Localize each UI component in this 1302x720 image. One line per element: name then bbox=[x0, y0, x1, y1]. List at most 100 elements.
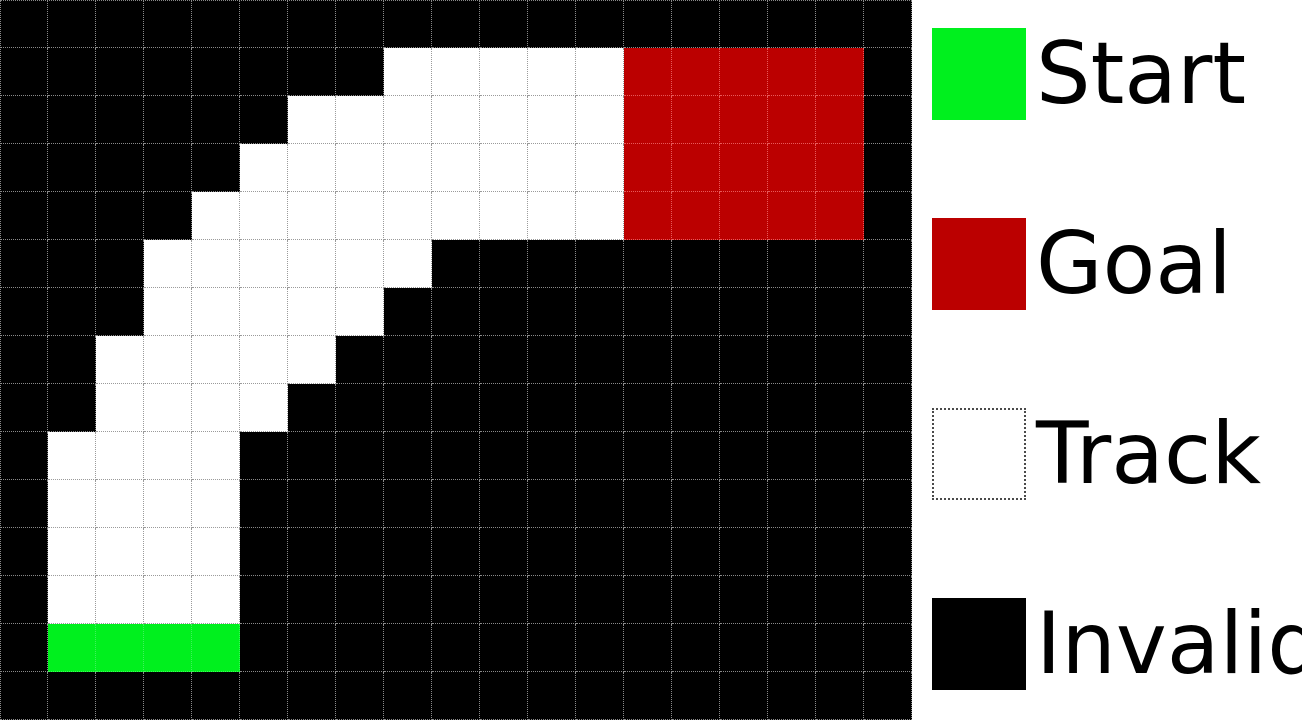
grid-cell-invalid bbox=[432, 240, 480, 288]
grid-cell-invalid bbox=[768, 0, 816, 48]
legend-panel: Start Goal Track Invalid bbox=[912, 0, 1302, 720]
grid-cell-invalid bbox=[672, 240, 720, 288]
grid-cell-track bbox=[528, 144, 576, 192]
grid-cell-track bbox=[144, 240, 192, 288]
grid-cell-invalid bbox=[48, 96, 96, 144]
grid-cell-invalid bbox=[624, 480, 672, 528]
grid-cell-invalid bbox=[672, 0, 720, 48]
grid-cell-goal bbox=[624, 48, 672, 96]
grid-cell-invalid bbox=[240, 432, 288, 480]
grid-cell-track bbox=[240, 144, 288, 192]
grid-cell-invalid bbox=[816, 528, 864, 576]
grid-cell-invalid bbox=[672, 336, 720, 384]
grid-cell-track bbox=[384, 96, 432, 144]
grid-cell-track bbox=[192, 192, 240, 240]
grid-cell-invalid bbox=[672, 432, 720, 480]
grid-cell-invalid bbox=[288, 48, 336, 96]
grid-cell-invalid bbox=[96, 0, 144, 48]
grid-cell-invalid bbox=[768, 672, 816, 720]
grid-cell-invalid bbox=[0, 432, 48, 480]
grid-cell-track bbox=[144, 576, 192, 624]
grid-cell-invalid bbox=[528, 384, 576, 432]
grid-cell-invalid bbox=[864, 480, 912, 528]
grid-cell-goal bbox=[672, 48, 720, 96]
grid-cell-goal bbox=[720, 144, 768, 192]
grid-cell-track bbox=[96, 528, 144, 576]
grid-cell-invalid bbox=[288, 528, 336, 576]
grid-cell-invalid bbox=[144, 0, 192, 48]
grid-cell-invalid bbox=[192, 144, 240, 192]
grid-cell-invalid bbox=[528, 432, 576, 480]
grid-cell-invalid bbox=[864, 576, 912, 624]
legend-item-goal: Goal bbox=[932, 216, 1232, 312]
grid-cell-invalid bbox=[48, 288, 96, 336]
grid-cell-invalid bbox=[864, 144, 912, 192]
grid-cell-invalid bbox=[336, 48, 384, 96]
grid-cell-invalid bbox=[336, 480, 384, 528]
grid-cell-invalid bbox=[528, 336, 576, 384]
grid-cell-invalid bbox=[96, 48, 144, 96]
grid-cell-invalid bbox=[768, 480, 816, 528]
grid-cell-invalid bbox=[624, 624, 672, 672]
grid-cell-invalid bbox=[432, 624, 480, 672]
grid-cell-invalid bbox=[672, 624, 720, 672]
grid-cell-invalid bbox=[144, 96, 192, 144]
grid-cell-invalid bbox=[528, 528, 576, 576]
grid-cell-track bbox=[336, 192, 384, 240]
grid-cell-goal bbox=[816, 192, 864, 240]
grid-cell-track bbox=[96, 480, 144, 528]
grid-cell-track bbox=[336, 144, 384, 192]
grid-cell-track bbox=[288, 288, 336, 336]
grid-cell-invalid bbox=[240, 528, 288, 576]
grid-cell-invalid bbox=[576, 0, 624, 48]
grid-cell-invalid bbox=[864, 288, 912, 336]
grid-cell-invalid bbox=[96, 672, 144, 720]
grid-cell-invalid bbox=[384, 672, 432, 720]
grid-cell-goal bbox=[672, 144, 720, 192]
grid-cell-invalid bbox=[48, 240, 96, 288]
grid-cell-invalid bbox=[816, 480, 864, 528]
grid-cell-track bbox=[192, 384, 240, 432]
grid-cell-goal bbox=[768, 144, 816, 192]
grid-cell-invalid bbox=[528, 672, 576, 720]
grid-cell-invalid bbox=[576, 576, 624, 624]
grid-cell-invalid bbox=[480, 288, 528, 336]
grid-cell-invalid bbox=[816, 384, 864, 432]
grid-cell-invalid bbox=[672, 672, 720, 720]
grid-cell-invalid bbox=[672, 288, 720, 336]
grid-cell-invalid bbox=[336, 528, 384, 576]
grid-cell-invalid bbox=[576, 624, 624, 672]
grid-cell-invalid bbox=[576, 384, 624, 432]
grid-cell-invalid bbox=[864, 0, 912, 48]
grid-cell-invalid bbox=[480, 240, 528, 288]
grid-cell-track bbox=[96, 384, 144, 432]
grid-cell-start bbox=[96, 624, 144, 672]
grid-cell-track bbox=[48, 432, 96, 480]
grid-cell-invalid bbox=[576, 432, 624, 480]
grid-cell-invalid bbox=[0, 672, 48, 720]
legend-swatch-invalid-icon bbox=[932, 598, 1026, 690]
grid-cell-track bbox=[432, 192, 480, 240]
grid-cell-invalid bbox=[0, 624, 48, 672]
grid-cell-invalid bbox=[480, 672, 528, 720]
grid-cell-invalid bbox=[864, 624, 912, 672]
grid-cell-invalid bbox=[576, 480, 624, 528]
grid-cell-invalid bbox=[96, 288, 144, 336]
legend-label-start: Start bbox=[1036, 24, 1247, 124]
grid-cell-invalid bbox=[336, 624, 384, 672]
grid-cell-invalid bbox=[336, 0, 384, 48]
grid-cell-track bbox=[528, 192, 576, 240]
grid-cell-invalid bbox=[672, 384, 720, 432]
grid-cell-goal bbox=[768, 192, 816, 240]
grid-cell-invalid bbox=[720, 384, 768, 432]
grid-cell-invalid bbox=[432, 480, 480, 528]
grid-cell-invalid bbox=[336, 672, 384, 720]
grid-cell-invalid bbox=[288, 672, 336, 720]
grid-cell-invalid bbox=[384, 336, 432, 384]
grid-cell-goal bbox=[768, 48, 816, 96]
grid-cell-goal bbox=[672, 192, 720, 240]
grid-cell-invalid bbox=[768, 240, 816, 288]
grid-cell-invalid bbox=[48, 336, 96, 384]
grid-cell-invalid bbox=[384, 288, 432, 336]
grid-cell-invalid bbox=[240, 48, 288, 96]
